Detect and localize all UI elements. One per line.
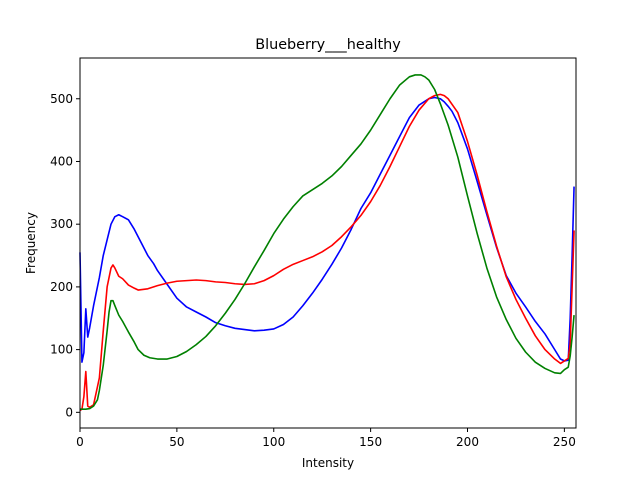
y-tick-label: 0 [65,405,73,419]
chart-title: Blueberry___healthy [255,37,401,53]
x-tick-label: 200 [456,435,479,449]
series-layer [79,74,575,412]
y-axis-ticks: 0 100 200 300 400 500 [50,92,80,419]
y-axis-label: Frequency [24,212,38,274]
x-axis-label: Intensity [302,456,354,470]
x-tick-label: 0 [76,435,84,449]
plot-frame [79,57,577,429]
x-tick-label: 100 [262,435,285,449]
y-tick-label: 200 [50,280,73,294]
y-tick-label: 500 [50,92,73,106]
y-tick-label: 400 [50,154,73,168]
y-tick-label: 100 [50,343,73,357]
x-tick-label: 150 [359,435,382,449]
x-axis-ticks: 0 50 100 150 200 250 [76,428,576,449]
series-line-1 [79,93,575,412]
y-tick-label: 300 [50,217,73,231]
x-tick-label: 250 [553,435,576,449]
series-line-2 [80,74,575,410]
x-tick-label: 50 [169,435,184,449]
